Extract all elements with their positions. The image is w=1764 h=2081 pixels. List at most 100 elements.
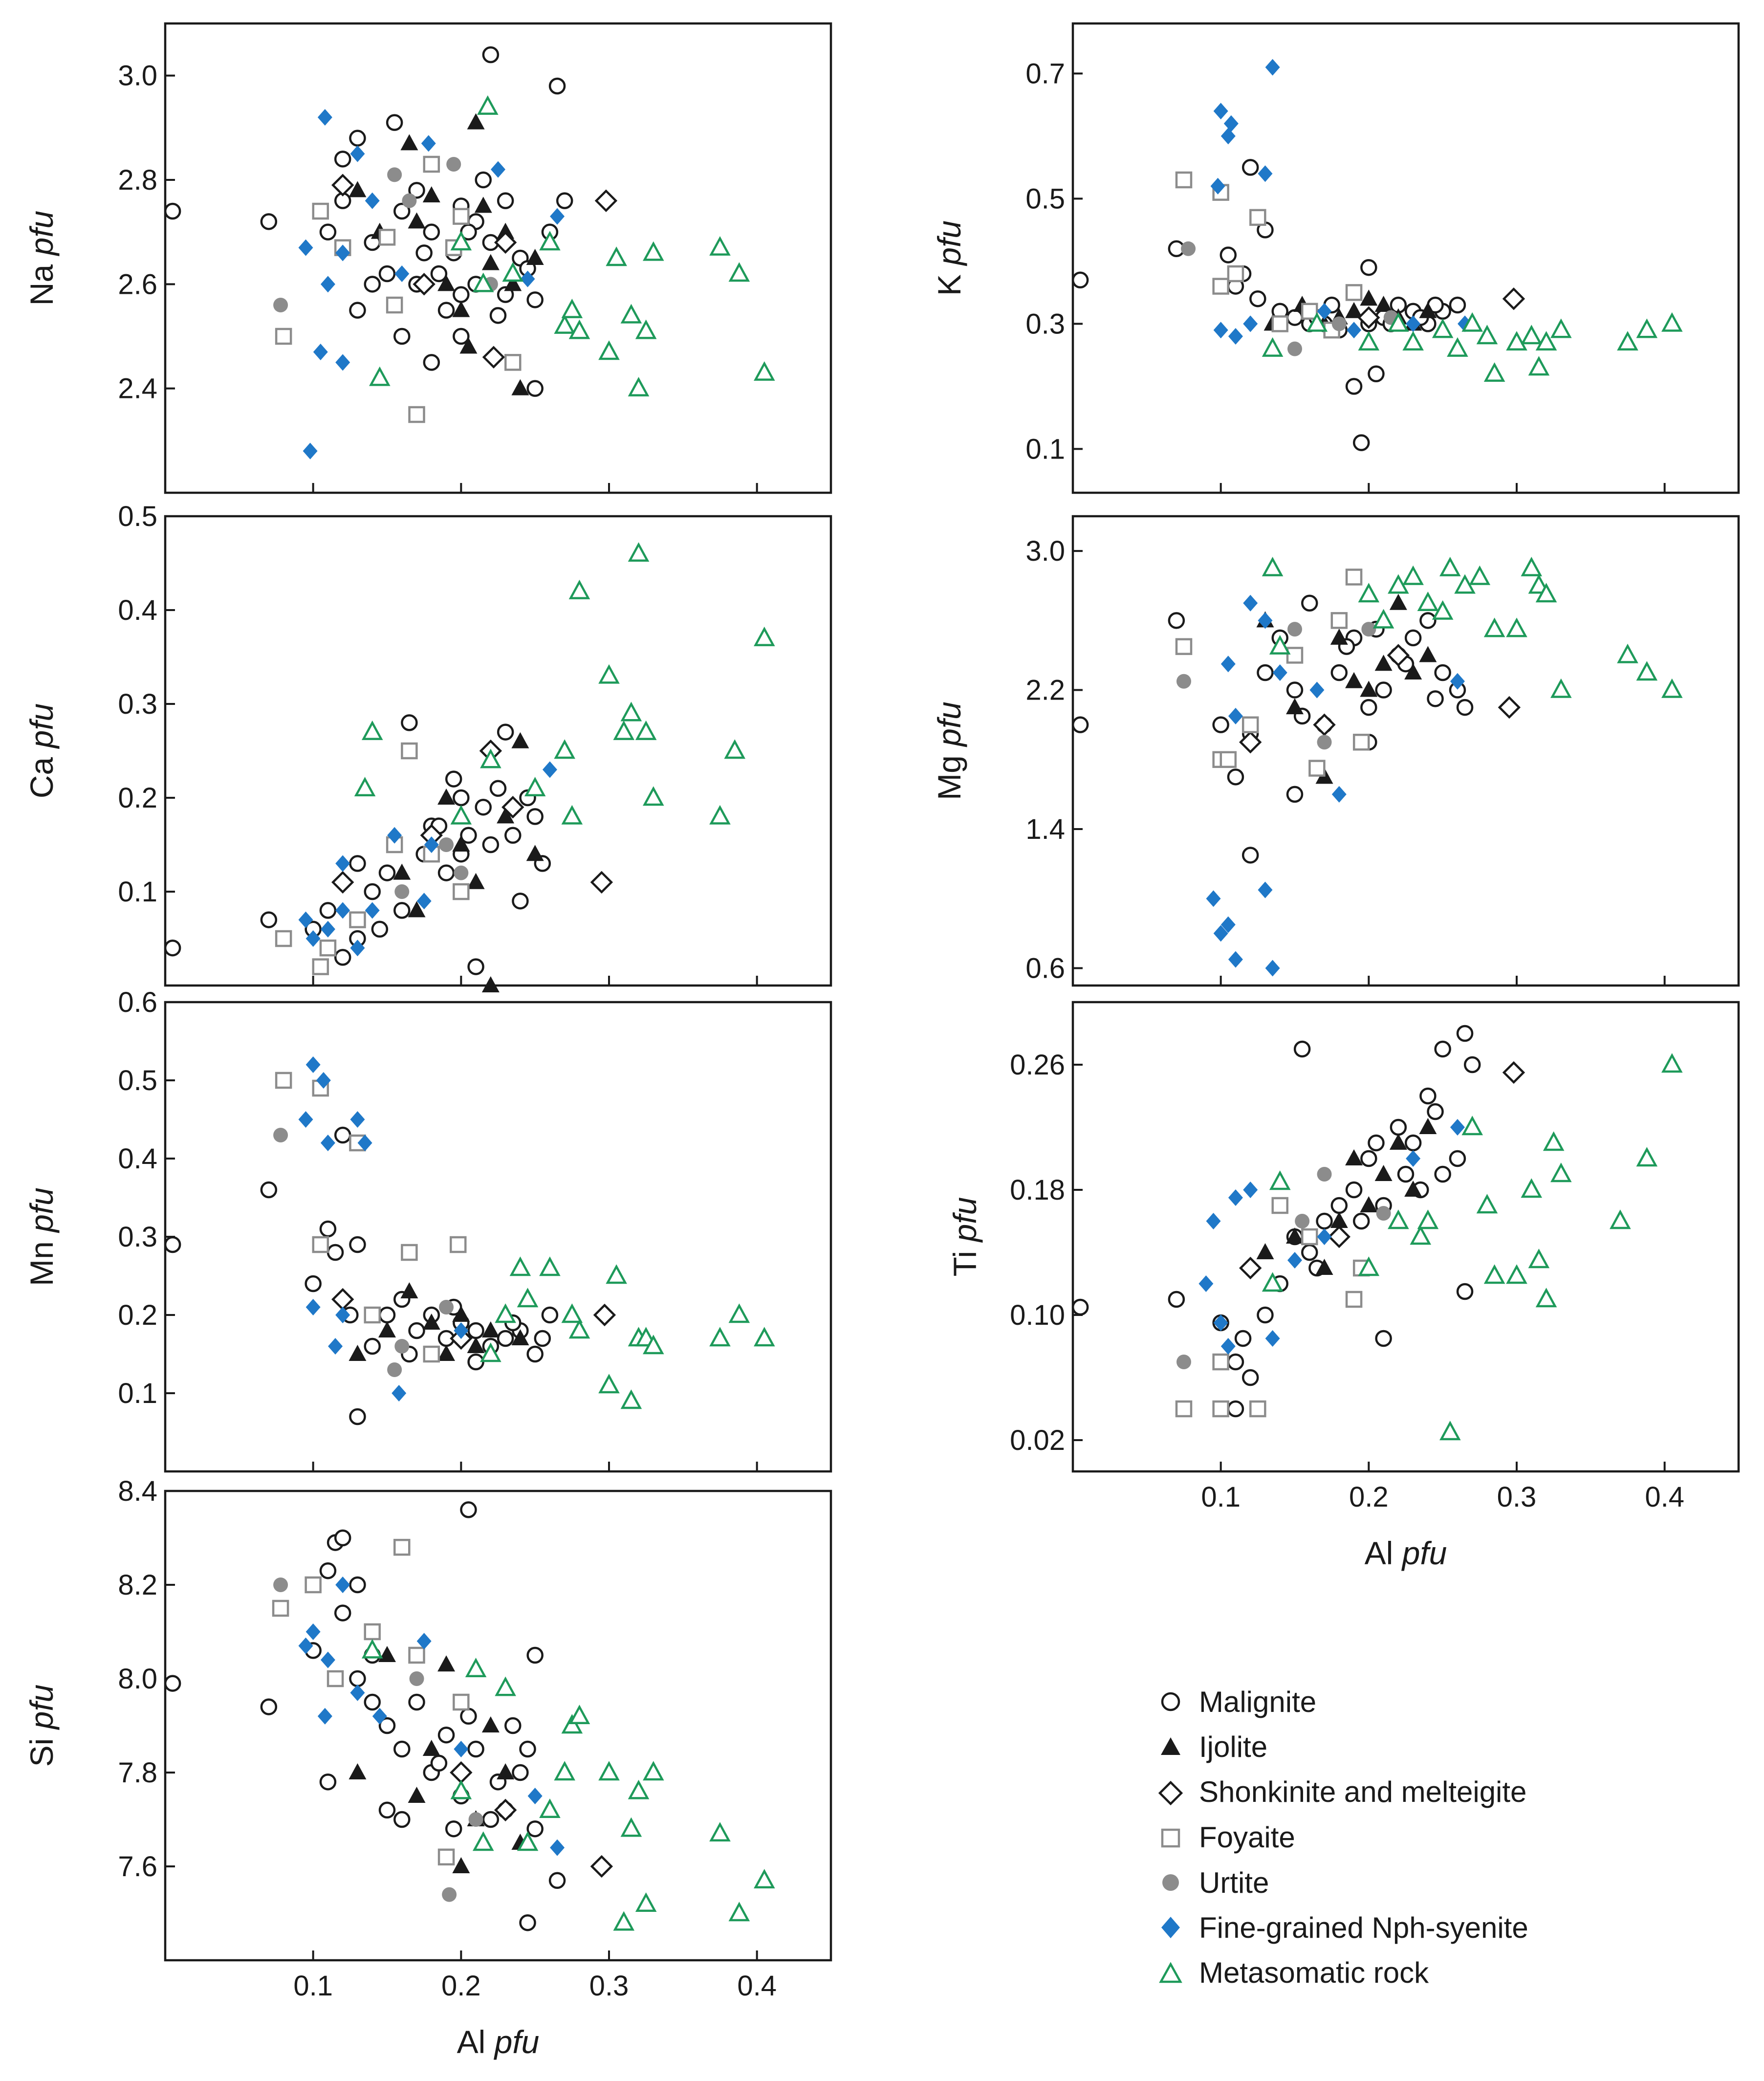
si-series-malignite <box>164 1501 566 1931</box>
si-point-foyaite <box>327 1670 344 1687</box>
ca-point-foyaite <box>319 939 337 957</box>
mg-point-malignite <box>1071 716 1089 733</box>
k-point-metasomatic-rock <box>1617 331 1638 351</box>
ti-y-axis-element: Ti <box>947 1242 983 1276</box>
na-point-ijolite <box>422 186 440 202</box>
si-point-fine-grained-nph-syenite <box>298 1637 313 1654</box>
ca-point-metasomatic-rock <box>724 739 746 759</box>
mn-point-fine-grained-nph-syenite <box>305 1299 321 1315</box>
ti-point-malignite <box>1301 1244 1318 1261</box>
mg-point-metasomatic-rock <box>1636 661 1658 681</box>
ca-point-fine-grained-nph-syenite <box>298 911 313 928</box>
mn-point-fine-grained-nph-syenite <box>335 1307 350 1323</box>
na-point-metasomatic-rock <box>598 340 620 360</box>
k-point-metasomatic-rock <box>1661 312 1683 332</box>
k-point-fine-grained-nph-syenite <box>1213 103 1228 120</box>
ca-series-fine-grained-nph-syenite <box>298 761 557 957</box>
na-point-fine-grained-nph-syenite <box>520 270 535 287</box>
na-point-urtite <box>446 157 461 172</box>
mg-point-fine-grained-nph-syenite <box>1220 656 1236 673</box>
ti-point-malignite <box>1427 1103 1444 1120</box>
legend-item-shonkinite: Shonkinite and melteigite <box>1158 1775 1526 1808</box>
ca-point-foyaite <box>275 930 292 947</box>
ca-y-tick-label: 0.2 <box>118 782 157 814</box>
si-point-metasomatic-rock <box>450 1779 472 1799</box>
ca-point-malignite <box>437 864 455 881</box>
na-y-axis-element: Na <box>23 256 60 306</box>
mn-point-foyaite <box>312 1236 329 1253</box>
mg-point-metasomatic-rock <box>1550 678 1572 698</box>
si-point-malignite <box>164 1675 181 1692</box>
na-point-fine-grained-nph-syenite <box>317 109 332 126</box>
na-point-metasomatic-rock <box>450 231 472 251</box>
si-point-foyaite <box>305 1576 322 1594</box>
k-point-fine-grained-nph-syenite <box>1317 303 1332 320</box>
k-point-ijolite <box>1360 289 1378 306</box>
legend-item-malignite: Malignite <box>1161 1686 1316 1718</box>
k-point-fine-grained-nph-syenite <box>1223 115 1239 132</box>
na-point-ijolite <box>526 249 544 265</box>
mn-point-metasomatic-rock <box>620 1389 642 1409</box>
ti-point-metasomatic-rock <box>1262 1272 1284 1292</box>
ti-point-foyaite <box>1271 1197 1288 1214</box>
mg-point-metasomatic-rock <box>1661 678 1683 698</box>
mg-point-fine-grained-nph-syenite <box>1228 707 1243 724</box>
k-point-foyaite <box>1227 265 1244 283</box>
mn-y-tick-label: 0.3 <box>118 1221 157 1253</box>
ca-point-malignite <box>371 920 389 938</box>
ca-point-fine-grained-nph-syenite <box>305 930 321 947</box>
si-x-tick-label: 0.1 <box>293 1970 333 2002</box>
mg-series-metasomatic-rock <box>1262 556 1683 698</box>
ti-x-tick-label: 0.2 <box>1349 1481 1389 1513</box>
ca-point-metasomatic-rock <box>524 777 546 797</box>
si-point-malignite <box>504 1717 522 1734</box>
mg-point-fine-grained-nph-syenite <box>1206 890 1221 907</box>
na-point-malignite <box>364 276 381 293</box>
mg-point-metasomatic-rock <box>1506 617 1527 637</box>
ti-point-fine-grained-nph-syenite <box>1206 1213 1221 1229</box>
mg-point-urtite <box>1317 735 1332 750</box>
k-point-foyaite <box>1249 209 1266 226</box>
mg-series-fine-grained-nph-syenite <box>1206 594 1465 977</box>
ca-series-malignite <box>164 714 551 975</box>
ca-series-metasomatic-rock <box>354 542 775 825</box>
k-point-shonkinite-and-melteigite <box>1357 306 1380 329</box>
mn-y-tick-label: 0.6 <box>118 986 157 1018</box>
na-point-malignite <box>393 202 411 220</box>
x-axis-title-left: Al pfu <box>457 2024 540 2060</box>
na-point-metasomatic-rock <box>606 246 627 266</box>
k-point-fine-grained-nph-syenite <box>1347 322 1362 339</box>
ti-x-tick-label: 0.1 <box>1201 1481 1241 1513</box>
na-series-metasomatic-rock <box>369 95 775 396</box>
k-y-axis-unit: pfu <box>931 220 967 266</box>
ti-point-malignite <box>1397 1165 1415 1183</box>
si-point-metasomatic-rock <box>628 1779 650 1799</box>
legend-label-shonkinite: Shonkinite and melteigite <box>1199 1775 1526 1808</box>
ti-point-metasomatic-rock <box>1388 1209 1409 1229</box>
na-y-tick-label: 2.6 <box>118 268 157 300</box>
mn-y-tick-label: 0.2 <box>118 1299 157 1331</box>
si-plot-frame <box>164 1490 832 1962</box>
ti-point-metasomatic-rock <box>1358 1256 1380 1276</box>
mg-point-shonkinite-and-melteigite <box>1498 696 1521 719</box>
ca-series-foyaite <box>275 742 470 975</box>
mg-point-malignite <box>1456 699 1474 716</box>
si-point-malignite <box>378 1801 396 1819</box>
mg-point-ijolite <box>1419 646 1437 662</box>
si-point-malignite <box>467 1740 484 1758</box>
ti-point-metasomatic-rock <box>1543 1131 1565 1151</box>
ti-point-foyaite <box>1249 1400 1266 1418</box>
k-point-metasomatic-rock <box>1528 356 1550 376</box>
mg-point-foyaite <box>1308 760 1326 777</box>
mn-point-malignite <box>319 1220 337 1238</box>
na-y-axis-title: Na pfu <box>23 211 60 306</box>
na-point-malignite <box>497 192 514 209</box>
k-point-fine-grained-nph-syenite <box>1220 128 1236 145</box>
mn-point-malignite <box>349 1408 366 1425</box>
si-point-metasomatic-rock <box>561 1714 583 1734</box>
legend-label-foyaite: Foyaite <box>1199 1821 1295 1854</box>
mg-point-metasomatic-rock <box>1388 574 1409 594</box>
mn-point-metasomatic-rock <box>539 1256 561 1276</box>
na-point-metasomatic-rock <box>628 376 650 396</box>
legend-marker-urtite <box>1162 1874 1179 1891</box>
